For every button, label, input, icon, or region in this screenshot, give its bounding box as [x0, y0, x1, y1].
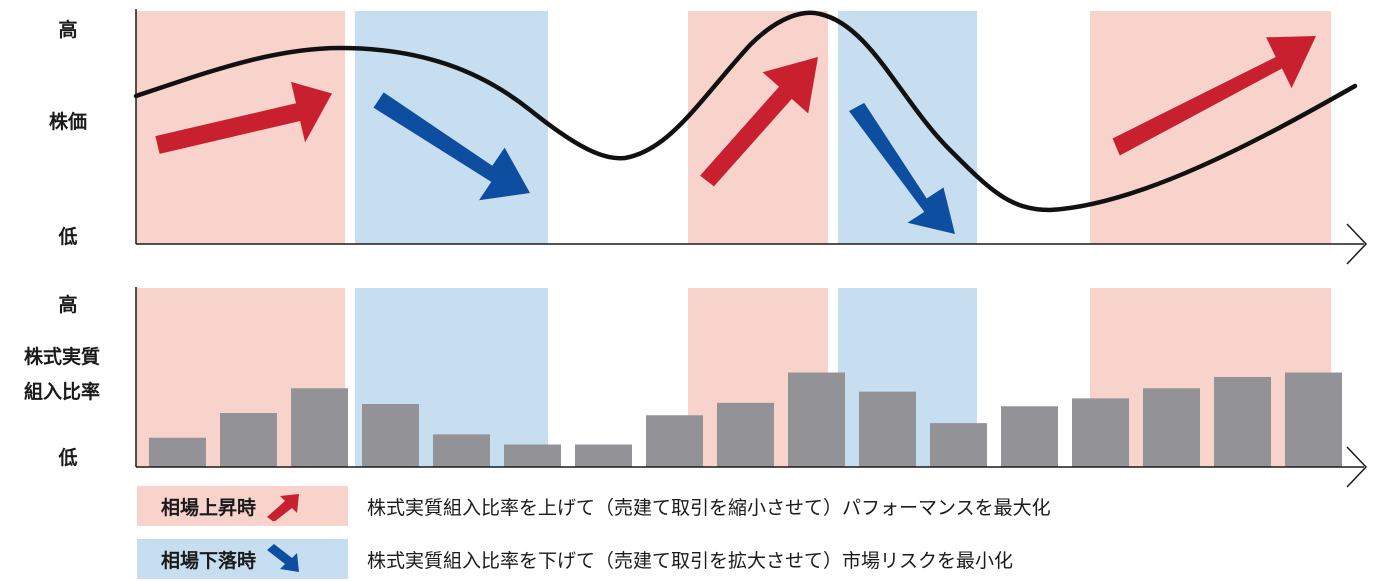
price-low-label: 低 [57, 225, 77, 248]
ratio-axis-label-line2: 組入比率 [24, 380, 100, 403]
ratio-bar [504, 444, 561, 467]
legend-rise-row: 相場上昇時 株式実質組入比率を上げて（売建て取引を縮小させて）パフォーマンスを最… [137, 486, 1051, 526]
up-arrow-icon [267, 494, 300, 521]
price-high-label: 高 [58, 18, 77, 41]
fall-phase-band [838, 11, 977, 244]
ratio-axis-label-line1: 株式実質 [24, 345, 100, 368]
legend-rise-key: 相場上昇時 [137, 486, 348, 526]
ratio-bar [149, 437, 206, 467]
fall-arrow [373, 92, 530, 201]
ratio-axes [135, 287, 1368, 488]
ratio-bar [1143, 388, 1200, 467]
legend-rise-description: 株式実質組入比率を上げて（売建て取引を縮小させて）パフォーマンスを最大化 [367, 496, 1051, 519]
fall-phase-band [355, 11, 548, 244]
ratio-bar [1001, 406, 1058, 467]
price-phase-bands [136, 11, 1331, 244]
rise-arrow [1112, 36, 1316, 156]
ratio-high-label: 高 [58, 293, 77, 316]
ratio-bar [859, 391, 916, 467]
rise-arrow [155, 81, 332, 154]
ratio-bar [1285, 372, 1342, 467]
ratio-bar [362, 404, 419, 467]
legend-rise-label: 相場上昇時 [161, 496, 257, 519]
price-axis-label: 株価 [49, 110, 87, 133]
ratio-bar [930, 423, 987, 467]
ratio-low-label: 低 [57, 446, 77, 469]
down-arrow-icon [267, 544, 300, 572]
legend-fall-row: 相場下落時 株式実質組入比率を下げて（売建て取引を拡大させて）市場リスクを最小化 [137, 539, 1013, 579]
legend-fall-key: 相場下落時 [137, 539, 348, 579]
ratio-bar [788, 372, 845, 467]
legend-fall-label: 相場下落時 [161, 549, 257, 572]
ratio-bar [575, 444, 632, 467]
price-axes [135, 9, 1368, 265]
legend-fall-description: 株式実質組入比率を下げて（売建て取引を拡大させて）市場リスクを最小化 [367, 549, 1014, 572]
ratio-bar [717, 402, 774, 467]
fall-arrow [849, 102, 955, 235]
stock-price-curve [133, 10, 1358, 213]
ratio-bar [1072, 398, 1129, 467]
rise-arrow [700, 57, 818, 187]
equity-ratio-bars [149, 372, 1342, 467]
ratio-bar [433, 434, 490, 467]
ratio-bar [646, 415, 703, 467]
ratio-bar [1214, 377, 1271, 467]
arrows [155, 36, 1316, 235]
ratio-bar [291, 388, 348, 467]
ratio-bar [220, 413, 277, 467]
